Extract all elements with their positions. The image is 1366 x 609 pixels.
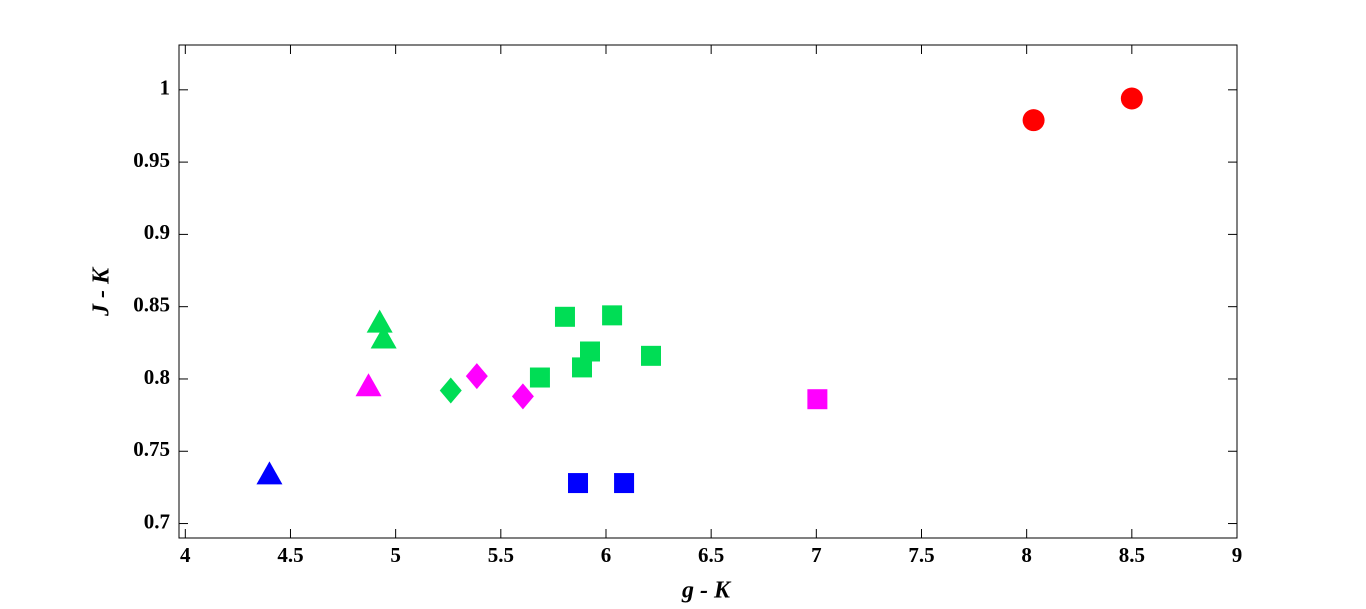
- plot-frame: [178, 44, 1238, 539]
- y-tick-label: 0.85: [133, 292, 170, 316]
- y-tick-label: 0.7: [144, 509, 170, 533]
- x-tick-label: 8.5: [1119, 543, 1145, 567]
- x-tick-label: 6: [601, 543, 612, 567]
- point: [807, 389, 828, 410]
- x-tick-label: 7.5: [908, 543, 934, 567]
- point: [640, 345, 661, 366]
- point: [568, 473, 589, 494]
- y-tick-label: 1: [160, 76, 171, 100]
- x-tick-label: 7: [811, 543, 822, 567]
- x-tick-label: 4.5: [277, 543, 303, 567]
- point: [529, 367, 550, 388]
- y-tick-label: 0.8: [144, 365, 170, 389]
- point: [465, 363, 488, 390]
- point: [370, 325, 397, 349]
- point: [511, 383, 534, 410]
- point: [366, 309, 393, 333]
- x-tick-label: 9: [1232, 543, 1243, 567]
- point: [554, 306, 575, 327]
- x-axis-label: g - K: [681, 578, 732, 604]
- x-tick-label: 4: [180, 543, 191, 567]
- y-tick-label: 0.95: [133, 148, 170, 172]
- x-tick-label: 6.5: [698, 543, 724, 567]
- point: [1120, 87, 1143, 110]
- point: [614, 473, 635, 494]
- point: [439, 377, 462, 404]
- y-tick-label: 0.9: [144, 220, 170, 244]
- point: [1022, 109, 1045, 132]
- point: [355, 373, 382, 397]
- point: [256, 461, 283, 485]
- y-axis-label: J - K: [89, 266, 115, 317]
- x-tick-label: 8: [1021, 543, 1032, 567]
- x-tick-label: 5: [390, 543, 401, 567]
- x-tick-label: 5.5: [488, 543, 514, 567]
- y-tick-label: 0.75: [133, 437, 170, 461]
- point: [580, 341, 601, 362]
- point: [602, 305, 623, 326]
- point: [572, 357, 593, 378]
